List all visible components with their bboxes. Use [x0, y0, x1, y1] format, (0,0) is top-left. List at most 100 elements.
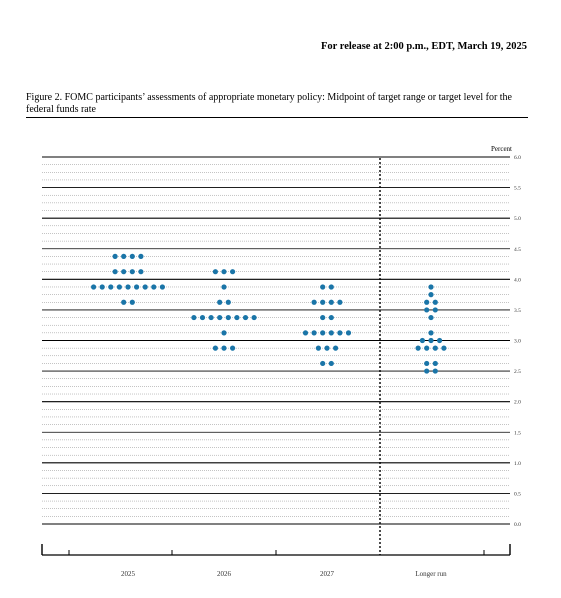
dot: [108, 284, 114, 290]
dot: [138, 253, 144, 259]
figure-caption: Figure 2. FOMC participants’ assessments…: [26, 92, 512, 115]
y-tick-label: 4.0: [514, 277, 521, 283]
release-line: For release at 2:00 p.m., EDT, March 19,…: [321, 41, 527, 52]
dot: [112, 253, 118, 259]
x-tick-label: 2026: [217, 570, 232, 578]
dot: [212, 269, 218, 275]
dot: [121, 299, 127, 305]
dot: [424, 299, 430, 305]
dot: [432, 307, 438, 313]
dot: [230, 269, 236, 275]
y-tick-label: 2.5: [514, 369, 521, 375]
dot: [432, 368, 438, 374]
dot: [217, 299, 223, 305]
dot: [302, 330, 309, 336]
dot: [129, 269, 135, 275]
y-tick-label: 3.0: [514, 339, 521, 345]
dot: [199, 314, 206, 321]
dot: [320, 314, 326, 321]
dot: [125, 284, 131, 290]
dot: [345, 330, 352, 336]
dot: [432, 360, 438, 367]
dot: [328, 314, 334, 321]
x-tick-labels: 2025 2026 2027 Longer run: [121, 570, 447, 578]
dot: [424, 307, 430, 313]
dot: [315, 345, 321, 351]
dot: [151, 284, 157, 290]
dot: [121, 269, 127, 275]
dot: [424, 345, 430, 351]
dot: [311, 330, 317, 336]
dot: [116, 284, 122, 290]
dot: [428, 292, 434, 298]
y-tick-label: 1.5: [514, 430, 521, 436]
dot: [428, 330, 434, 336]
dot: [428, 337, 434, 344]
dot: [225, 299, 231, 305]
dot: [328, 299, 334, 305]
dot: [320, 299, 326, 305]
dot: [328, 284, 334, 290]
x-tick-label: 2027: [320, 570, 335, 578]
dot: [225, 314, 231, 321]
dot: [320, 360, 326, 367]
dot: [191, 314, 197, 321]
y-tick-label: 0.0: [514, 522, 521, 528]
dot: [221, 345, 227, 351]
dot: [432, 345, 438, 351]
y-tick-label: 5.5: [514, 186, 521, 192]
dot: [320, 284, 326, 290]
x-axis: [41, 544, 511, 556]
dot: [129, 253, 135, 259]
dot: [112, 269, 118, 275]
dot: [337, 299, 343, 305]
dot: [428, 314, 434, 321]
dot: [221, 284, 227, 290]
y-tick-label: 4.5: [514, 247, 521, 253]
gridlines: [42, 156, 510, 525]
y-axis-label: Percent: [491, 145, 512, 153]
dot: [159, 284, 165, 290]
caption-rule: [26, 117, 528, 118]
dot: [138, 269, 144, 275]
y-tick-label: 1.0: [514, 461, 521, 467]
dot: [91, 284, 97, 290]
dot: [328, 330, 334, 336]
dot: [437, 337, 443, 344]
dot: [208, 314, 214, 321]
dot: [230, 345, 236, 351]
dot: [311, 299, 317, 305]
dot: [328, 360, 334, 367]
dot: [217, 314, 223, 321]
dot: [324, 345, 330, 351]
dot: [142, 284, 148, 290]
dot: [121, 253, 127, 259]
dot: [428, 284, 434, 290]
y-tick-label: 0.5: [514, 491, 521, 497]
dot: [234, 314, 240, 321]
dot: [432, 299, 438, 305]
dots: [91, 253, 447, 374]
x-tick-label: Longer run: [415, 570, 447, 578]
y-tick-label: 2.0: [514, 400, 521, 406]
dot: [424, 360, 430, 367]
dot: [129, 299, 135, 305]
dot: [424, 368, 430, 374]
dot: [441, 345, 447, 351]
dot: [251, 314, 257, 321]
y-tick-label: 5.0: [514, 216, 521, 222]
dot: [333, 345, 339, 351]
dot: [212, 345, 218, 351]
dot: [99, 284, 105, 290]
dot: [134, 284, 140, 290]
dot: [337, 330, 343, 336]
dot: [419, 337, 425, 344]
dot: [221, 269, 227, 275]
dot: [415, 345, 421, 351]
dot: [320, 330, 326, 336]
dot: [242, 314, 249, 321]
x-tick-label: 2025: [121, 570, 136, 578]
y-tick-labels: 6.0 5.5 5.0 4.5 4.0 3.5 3.0 2.5 2.0 1.5 1.0 0.5 0.0: [514, 155, 521, 528]
y-tick-label: 3.5: [514, 308, 521, 314]
